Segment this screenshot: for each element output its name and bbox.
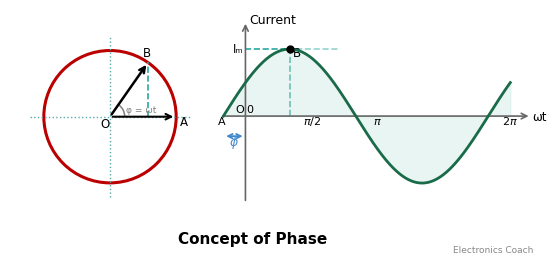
Text: A: A — [218, 118, 226, 127]
Text: Current: Current — [249, 14, 296, 27]
Text: $\pi$/2: $\pi$/2 — [302, 115, 321, 128]
Text: Electronics Coach: Electronics Coach — [453, 246, 534, 255]
Text: 0: 0 — [247, 105, 254, 115]
Text: φ = ωt: φ = ωt — [125, 106, 156, 115]
Text: $\pi$: $\pi$ — [373, 118, 382, 127]
Text: A: A — [180, 116, 188, 129]
Text: B: B — [144, 47, 151, 60]
Text: Iₘ: Iₘ — [233, 43, 243, 56]
Text: 2$\pi$: 2$\pi$ — [502, 115, 518, 127]
Text: $\phi$: $\phi$ — [229, 134, 239, 151]
Text: Concept of Phase: Concept of Phase — [178, 232, 328, 247]
Text: ωt: ωt — [532, 112, 547, 125]
Text: O: O — [235, 105, 244, 115]
Text: O: O — [101, 118, 110, 131]
Text: B: B — [293, 47, 301, 60]
